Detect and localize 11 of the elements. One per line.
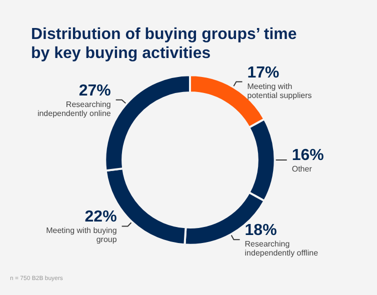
slice-label: Other xyxy=(292,164,312,174)
data-label: 16% xyxy=(292,147,324,164)
chart-title: Distribution of buying groups’ time by key buying activities xyxy=(31,26,302,62)
slice-label: Meeting with potential suppliers xyxy=(247,82,312,100)
data-label: 27% xyxy=(78,82,111,100)
data-label: 18% xyxy=(244,222,277,240)
slice-label: Meeting with buying group xyxy=(46,226,118,244)
slice-label: Researching independently online xyxy=(37,100,112,118)
data-label: 22% xyxy=(84,208,117,226)
data-label: 17% xyxy=(247,64,280,82)
slice-label: Researching independently offline xyxy=(244,240,319,258)
